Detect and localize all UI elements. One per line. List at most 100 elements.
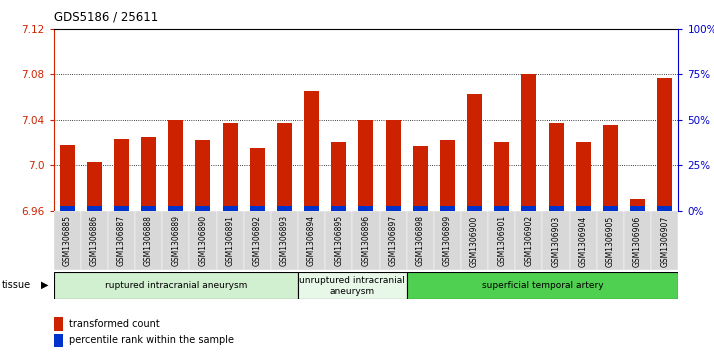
Bar: [516, 211, 543, 270]
Bar: [603, 126, 618, 211]
Bar: [304, 206, 319, 211]
Bar: [494, 143, 509, 211]
Bar: [114, 139, 129, 211]
Text: GSM1306905: GSM1306905: [606, 215, 615, 266]
Bar: [114, 206, 129, 211]
Bar: [461, 211, 488, 270]
Text: GDS5186 / 25611: GDS5186 / 25611: [54, 11, 158, 24]
Bar: [440, 206, 455, 211]
Text: ▶: ▶: [41, 280, 49, 290]
Bar: [658, 206, 672, 211]
Bar: [60, 206, 74, 211]
Text: GSM1306904: GSM1306904: [579, 215, 588, 266]
Bar: [407, 211, 434, 270]
Text: GSM1306893: GSM1306893: [280, 215, 289, 266]
Text: unruptured intracranial
aneurysm: unruptured intracranial aneurysm: [299, 276, 406, 295]
Bar: [331, 143, 346, 211]
Bar: [413, 206, 428, 211]
Bar: [358, 120, 373, 211]
Text: GSM1306906: GSM1306906: [633, 215, 642, 266]
Bar: [60, 145, 74, 211]
Bar: [108, 211, 135, 270]
Bar: [277, 206, 292, 211]
Bar: [250, 206, 265, 211]
Text: transformed count: transformed count: [69, 319, 160, 329]
Text: GSM1306907: GSM1306907: [660, 215, 669, 266]
Bar: [250, 148, 265, 211]
Bar: [243, 211, 271, 270]
Bar: [570, 211, 597, 270]
Text: GSM1306898: GSM1306898: [416, 215, 425, 266]
Text: GSM1306895: GSM1306895: [334, 215, 343, 266]
Bar: [543, 211, 570, 270]
Bar: [331, 206, 346, 211]
Bar: [135, 211, 162, 270]
Text: GSM1306900: GSM1306900: [470, 215, 479, 266]
Text: GSM1306887: GSM1306887: [117, 215, 126, 266]
Text: GSM1306888: GSM1306888: [144, 215, 153, 266]
FancyBboxPatch shape: [298, 272, 407, 299]
Bar: [413, 146, 428, 211]
Bar: [575, 206, 590, 211]
Text: GSM1306886: GSM1306886: [90, 215, 99, 266]
Bar: [597, 211, 624, 270]
Bar: [169, 206, 183, 211]
Bar: [223, 206, 238, 211]
Bar: [467, 94, 482, 211]
Bar: [630, 206, 645, 211]
Bar: [81, 211, 108, 270]
Bar: [440, 140, 455, 211]
FancyBboxPatch shape: [407, 272, 678, 299]
Bar: [548, 206, 563, 211]
Bar: [380, 211, 407, 270]
Bar: [216, 211, 243, 270]
Bar: [141, 206, 156, 211]
Bar: [87, 206, 102, 211]
Bar: [141, 137, 156, 211]
Bar: [651, 211, 678, 270]
Text: GSM1306899: GSM1306899: [443, 215, 452, 266]
Text: GSM1306903: GSM1306903: [552, 215, 560, 266]
Bar: [223, 123, 238, 211]
Bar: [630, 199, 645, 211]
Text: GSM1306891: GSM1306891: [226, 215, 235, 266]
Bar: [196, 140, 211, 211]
Bar: [494, 206, 509, 211]
Bar: [521, 74, 536, 211]
Bar: [169, 120, 183, 211]
Bar: [54, 211, 81, 270]
Text: GSM1306897: GSM1306897: [388, 215, 398, 266]
Text: superficial temporal artery: superficial temporal artery: [482, 281, 603, 290]
Text: percentile rank within the sample: percentile rank within the sample: [69, 335, 234, 345]
Bar: [162, 211, 189, 270]
Bar: [386, 206, 401, 211]
Bar: [488, 211, 516, 270]
Text: GSM1306902: GSM1306902: [524, 215, 533, 266]
Bar: [624, 211, 651, 270]
FancyBboxPatch shape: [54, 272, 298, 299]
Bar: [548, 123, 563, 211]
Bar: [467, 206, 482, 211]
Bar: [271, 211, 298, 270]
Bar: [658, 78, 672, 211]
Bar: [358, 206, 373, 211]
Bar: [325, 211, 352, 270]
Text: GSM1306896: GSM1306896: [361, 215, 371, 266]
Bar: [575, 143, 590, 211]
Bar: [434, 211, 461, 270]
Bar: [298, 211, 325, 270]
Bar: [54, 334, 63, 347]
Text: tissue: tissue: [1, 280, 31, 290]
Bar: [304, 91, 319, 211]
Bar: [189, 211, 216, 270]
Bar: [386, 120, 401, 211]
Text: GSM1306894: GSM1306894: [307, 215, 316, 266]
Bar: [603, 206, 618, 211]
Bar: [196, 206, 211, 211]
Bar: [521, 206, 536, 211]
Text: GSM1306889: GSM1306889: [171, 215, 180, 266]
Bar: [87, 162, 102, 211]
Text: GSM1306901: GSM1306901: [497, 215, 506, 266]
Text: GSM1306892: GSM1306892: [253, 215, 262, 266]
Bar: [277, 123, 292, 211]
